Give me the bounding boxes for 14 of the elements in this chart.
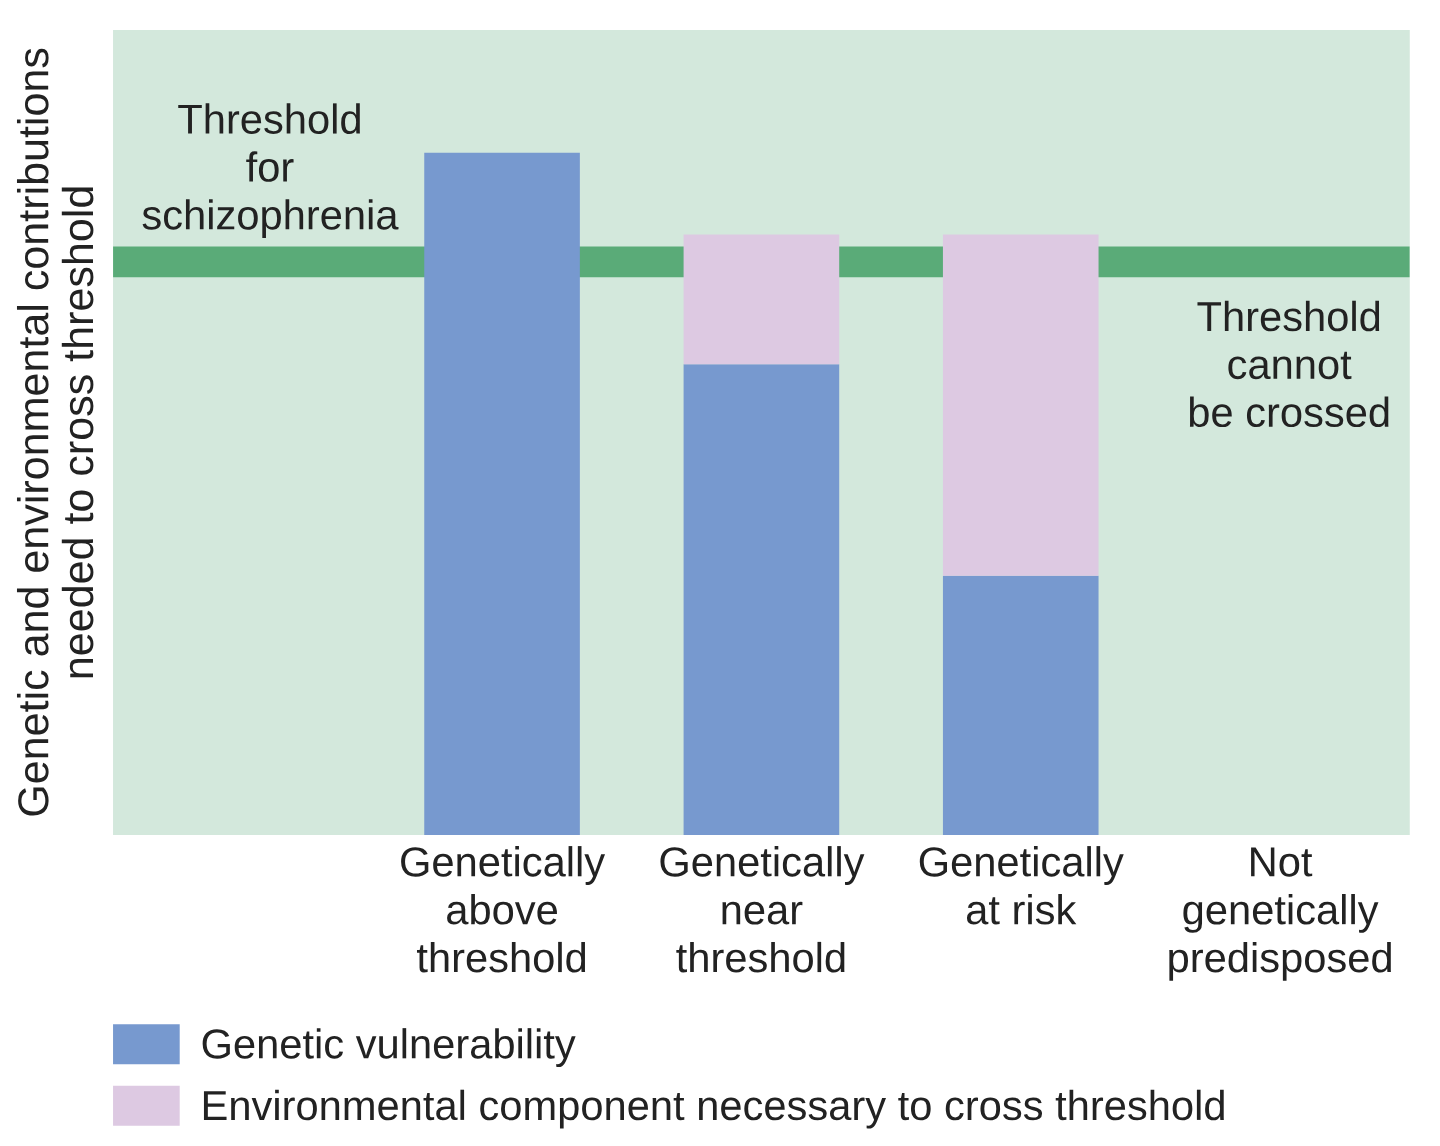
x-tick-label: Genetically above threshold xyxy=(401,846,606,973)
bar xyxy=(683,364,840,835)
bar xyxy=(942,234,1099,576)
bar xyxy=(942,575,1099,835)
bar xyxy=(424,152,580,835)
legend-label: Genetic vulnerability xyxy=(202,1028,576,1067)
x-tick-label: Genetically near threshold xyxy=(660,846,865,973)
annotation: Threshold cannot be crossed xyxy=(1189,300,1389,428)
bar xyxy=(683,234,840,365)
x-tick-label: Genetically at risk xyxy=(919,846,1124,925)
legend-label: Environmental component necessary to cross threshold xyxy=(203,1089,1224,1129)
ref-line-label: Threshold for schizophrenia xyxy=(142,103,399,238)
x-tick-label: Not genetically predisposed xyxy=(1169,847,1391,981)
y-axis-title: Genetic and environmental contributions needed to cross threshold xyxy=(16,48,94,816)
